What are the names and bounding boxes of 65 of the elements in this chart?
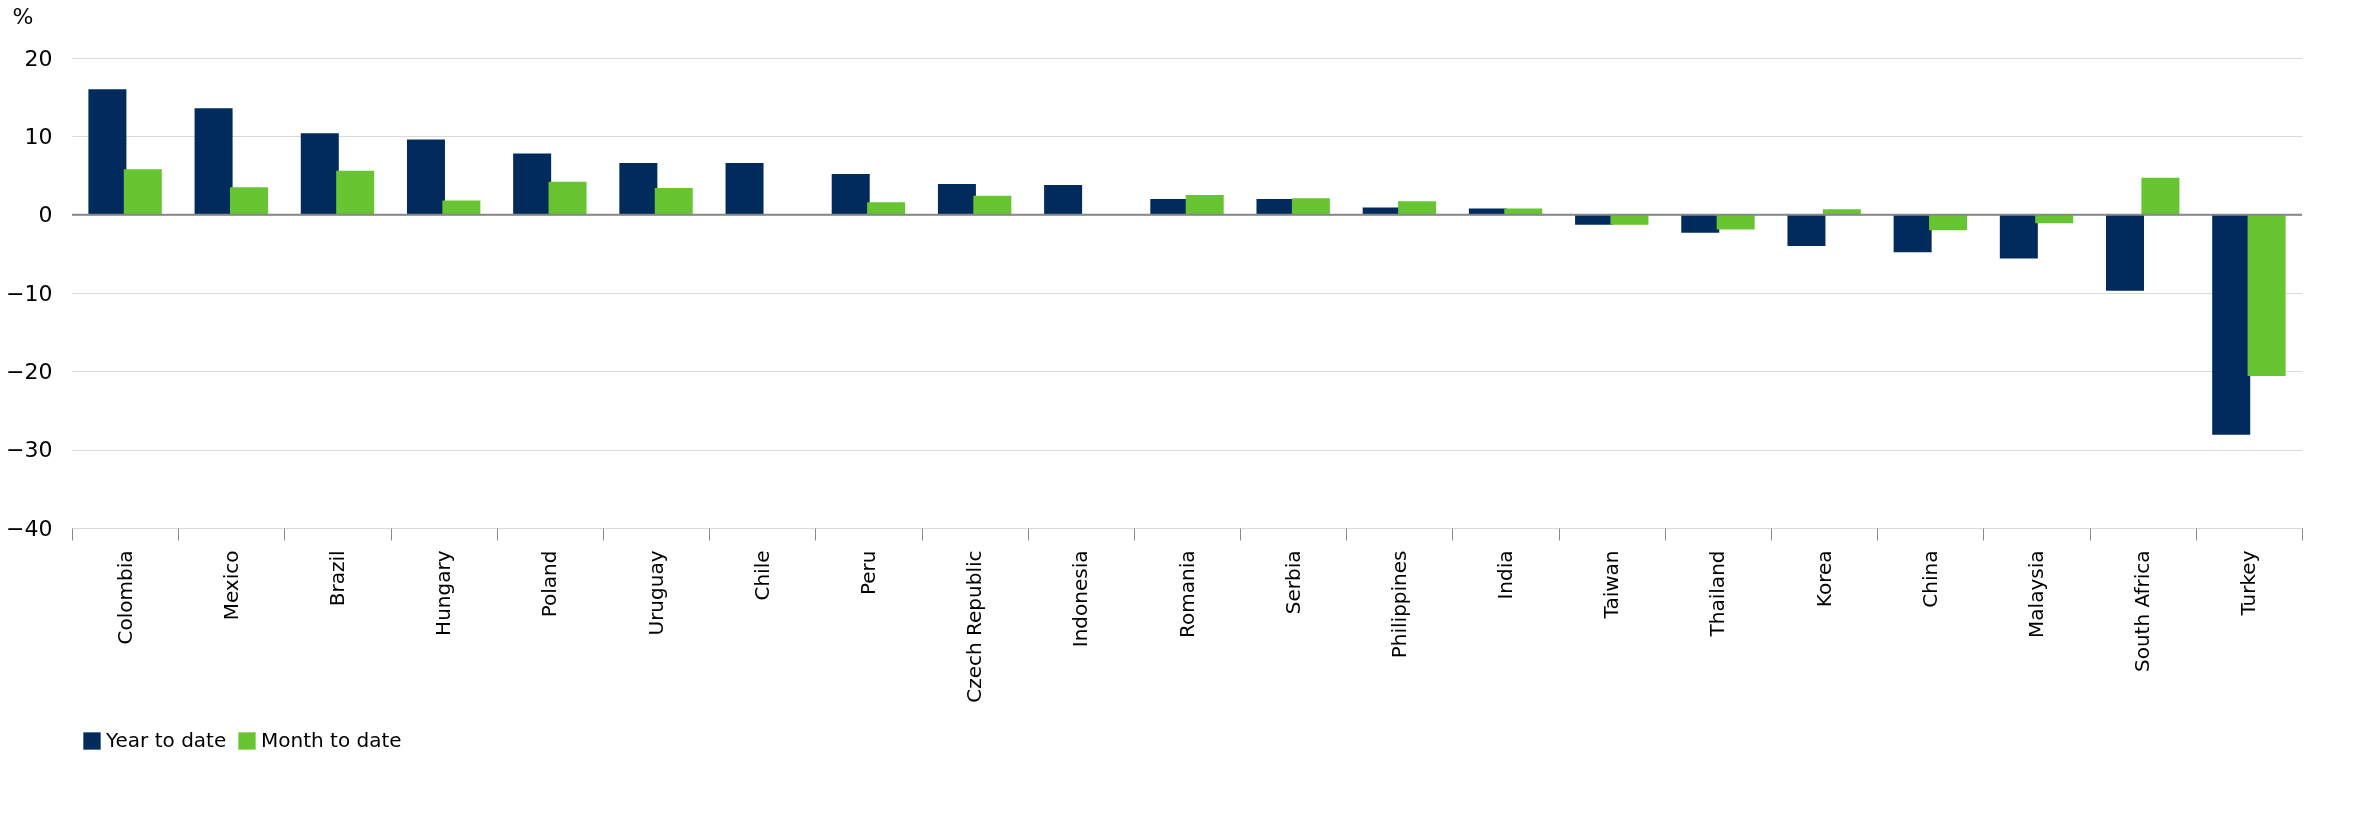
bar: [1787, 214, 1826, 246]
bar: [88, 89, 127, 215]
bar: [1185, 195, 1224, 215]
y-tick-label: 10: [24, 123, 53, 149]
x-tick-label: Brazil: [324, 550, 349, 607]
x-tick-label: Korea: [1811, 550, 1836, 608]
y-tick-label: 0: [38, 202, 53, 228]
x-tick-label: Malaysia: [2024, 550, 2049, 638]
x-tick-label: Philippines: [1386, 550, 1411, 659]
bar: [229, 187, 268, 215]
x-tick-label: Romania: [1174, 550, 1199, 638]
bar: [1999, 214, 2038, 259]
bar: [300, 133, 339, 215]
x-tick-label: Peru: [855, 550, 880, 596]
x-tick-label: Turkey: [2236, 550, 2261, 617]
y-tick-label: −40: [6, 515, 53, 541]
x-tick-label: India: [1493, 550, 1518, 600]
bar: [2212, 214, 2251, 435]
x-tick-label: Taiwan: [1599, 550, 1624, 620]
legend-label: Year to date: [105, 728, 227, 752]
bar: [1398, 201, 1437, 215]
x-tick-label: Hungary: [431, 550, 456, 636]
bar: [1716, 214, 1755, 230]
bar: [336, 170, 375, 215]
x-tick-label: Poland: [537, 550, 562, 618]
x-tick-label: Mexico: [218, 550, 243, 621]
bar: [548, 181, 587, 215]
x-tick-label: Indonesia: [1068, 550, 1093, 648]
y-tick-label: 20: [24, 45, 53, 71]
bar: [1681, 214, 1720, 233]
bar: [831, 173, 870, 215]
y-tick-label: −30: [6, 437, 53, 463]
bar: [2106, 214, 2145, 291]
bar: [442, 200, 481, 215]
legend-label: Month to date: [261, 728, 402, 752]
bar: [725, 162, 764, 215]
bar: [1893, 214, 1932, 253]
y-tick-label: −10: [6, 280, 53, 306]
x-tick-label: Colombia: [112, 550, 137, 645]
bar: [654, 188, 693, 215]
x-tick-label: Serbia: [1280, 550, 1305, 615]
bar: [973, 195, 1012, 215]
bar: [1150, 199, 1189, 215]
x-tick-label: Thailand: [1705, 550, 1730, 638]
y-axis-title: %: [12, 3, 34, 29]
bar: [513, 153, 552, 215]
bar: [2247, 214, 2286, 377]
bar: [1256, 199, 1295, 215]
y-tick-label: −20: [6, 358, 53, 384]
x-tick-label: Chile: [749, 550, 774, 601]
x-tick-label: China: [1917, 550, 1942, 608]
bar: [194, 108, 233, 215]
bar: [1504, 208, 1543, 215]
bar: [1291, 198, 1330, 215]
bar: [867, 202, 906, 215]
bar: [1822, 209, 1861, 215]
bar: [619, 162, 658, 215]
x-tick-label: South Africa: [2130, 550, 2155, 673]
bar: [2141, 177, 2180, 215]
bar: [406, 139, 445, 215]
bar: [1044, 184, 1083, 215]
x-tick-label: Uruguay: [643, 550, 668, 636]
bar: [937, 184, 976, 215]
bar: [123, 169, 162, 215]
x-tick-label: Czech Republic: [962, 550, 987, 703]
